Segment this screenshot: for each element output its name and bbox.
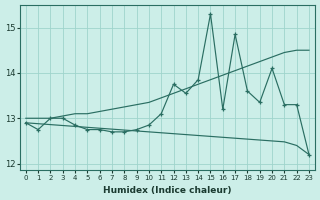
- X-axis label: Humidex (Indice chaleur): Humidex (Indice chaleur): [103, 186, 232, 195]
